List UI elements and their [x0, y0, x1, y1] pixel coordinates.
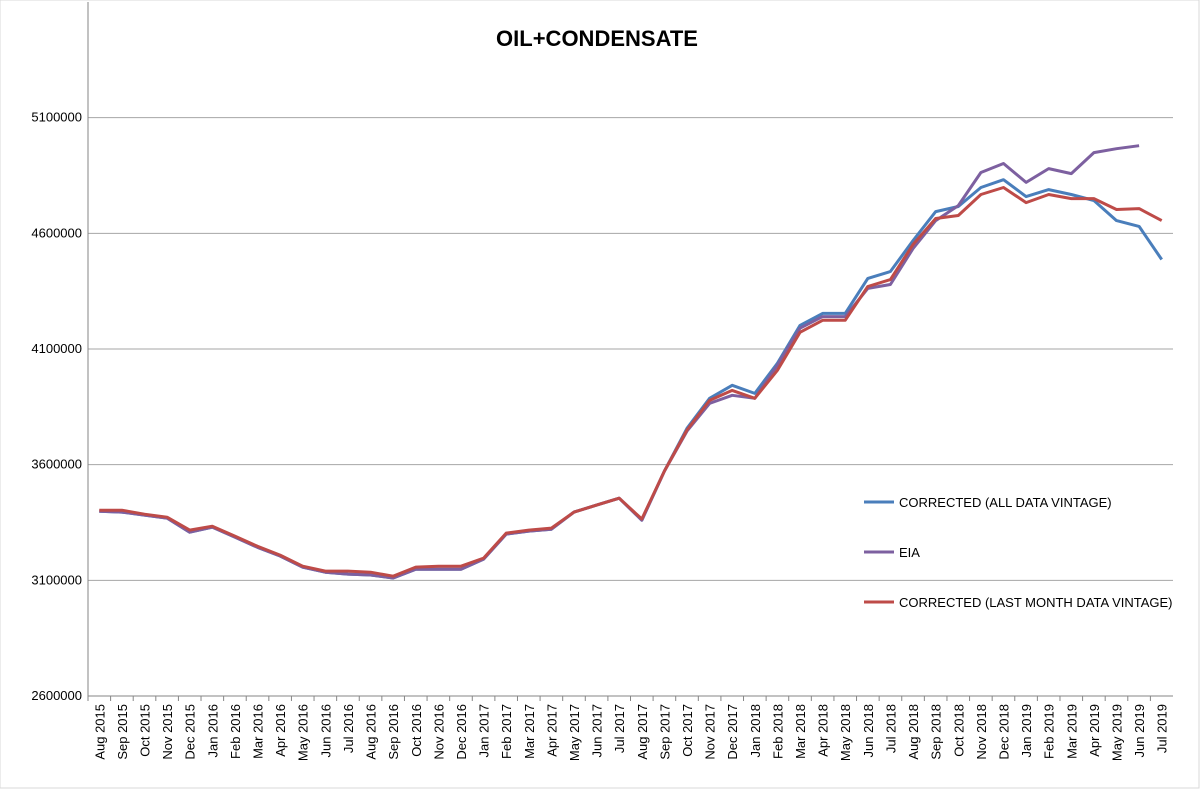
x-tick-label: May 2019 — [1109, 704, 1124, 761]
x-tick-label: Aug 2018 — [906, 704, 921, 760]
x-tick-label: Jan 2017 — [477, 704, 492, 758]
x-tick-label: Dec 2016 — [454, 704, 469, 760]
x-tick-label: Nov 2017 — [703, 704, 718, 760]
x-tick-label: Feb 2017 — [499, 704, 514, 759]
y-tick-label: 5100000 — [31, 110, 82, 125]
x-tick-label: Jun 2016 — [318, 704, 333, 758]
legend-label: CORRECTED (ALL DATA VINTAGE) — [899, 495, 1112, 510]
x-tick-label: May 2018 — [838, 704, 853, 761]
x-tick-label: Feb 2016 — [228, 704, 243, 759]
x-tick-label: Jan 2016 — [205, 704, 220, 758]
x-tick-label: May 2016 — [296, 704, 311, 761]
x-tick-label: Nov 2018 — [974, 704, 989, 760]
x-tick-label: Nov 2016 — [431, 704, 446, 760]
x-tick-label: Sep 2015 — [115, 704, 130, 760]
y-tick-label: 4100000 — [31, 341, 82, 356]
x-tick-label: Mar 2019 — [1064, 704, 1079, 759]
x-tick-label: Jul 2017 — [612, 704, 627, 753]
x-tick-label: Oct 2018 — [951, 704, 966, 757]
y-tick-label: 3100000 — [31, 572, 82, 587]
y-tick-label: 4600000 — [31, 225, 82, 240]
x-tick-label: Apr 2018 — [816, 704, 831, 757]
x-tick-label: Oct 2017 — [680, 704, 695, 757]
y-tick-label: 2600000 — [31, 688, 82, 703]
x-tick-label: Jun 2018 — [861, 704, 876, 758]
x-tick-label: Jul 2019 — [1155, 704, 1170, 753]
x-tick-label: Jan 2018 — [748, 704, 763, 758]
x-tick-label: Feb 2019 — [1042, 704, 1057, 759]
x-tick-label: Aug 2016 — [364, 704, 379, 760]
x-tick-label: Mar 2016 — [251, 704, 266, 759]
x-tick-label: Dec 2018 — [996, 704, 1011, 760]
x-tick-label: Jul 2018 — [883, 704, 898, 753]
x-tick-label: Jun 2017 — [590, 704, 605, 758]
x-tick-label: Dec 2017 — [725, 704, 740, 760]
x-tick-label: Oct 2015 — [138, 704, 153, 757]
legend-label: CORRECTED (LAST MONTH DATA VINTAGE) — [899, 595, 1173, 610]
x-tick-label: Feb 2018 — [770, 704, 785, 759]
x-tick-label: Sep 2018 — [929, 704, 944, 760]
x-tick-label: Aug 2015 — [92, 704, 107, 760]
x-tick-label: Nov 2015 — [160, 704, 175, 760]
chart-title: OIL+CONDENSATE — [496, 26, 698, 51]
x-tick-label: Sep 2016 — [386, 704, 401, 760]
x-tick-label: Dec 2015 — [183, 704, 198, 760]
x-tick-label: May 2017 — [567, 704, 582, 761]
x-tick-label: Sep 2017 — [657, 704, 672, 760]
x-tick-label: Apr 2016 — [273, 704, 288, 757]
series-line — [99, 186, 1163, 578]
x-tick-label: Jun 2019 — [1132, 704, 1147, 758]
y-tick-label: 3600000 — [31, 457, 82, 472]
legend-label: EIA — [899, 545, 920, 560]
x-tick-label: Mar 2017 — [522, 704, 537, 759]
x-tick-label: Jul 2016 — [341, 704, 356, 753]
x-tick-label: Mar 2018 — [793, 704, 808, 759]
x-tick-label: Aug 2017 — [635, 704, 650, 760]
x-tick-label: Apr 2017 — [544, 704, 559, 757]
x-tick-label: Apr 2019 — [1087, 704, 1102, 757]
x-tick-label: Jan 2019 — [1019, 704, 1034, 758]
x-tick-label: Oct 2016 — [409, 704, 424, 757]
